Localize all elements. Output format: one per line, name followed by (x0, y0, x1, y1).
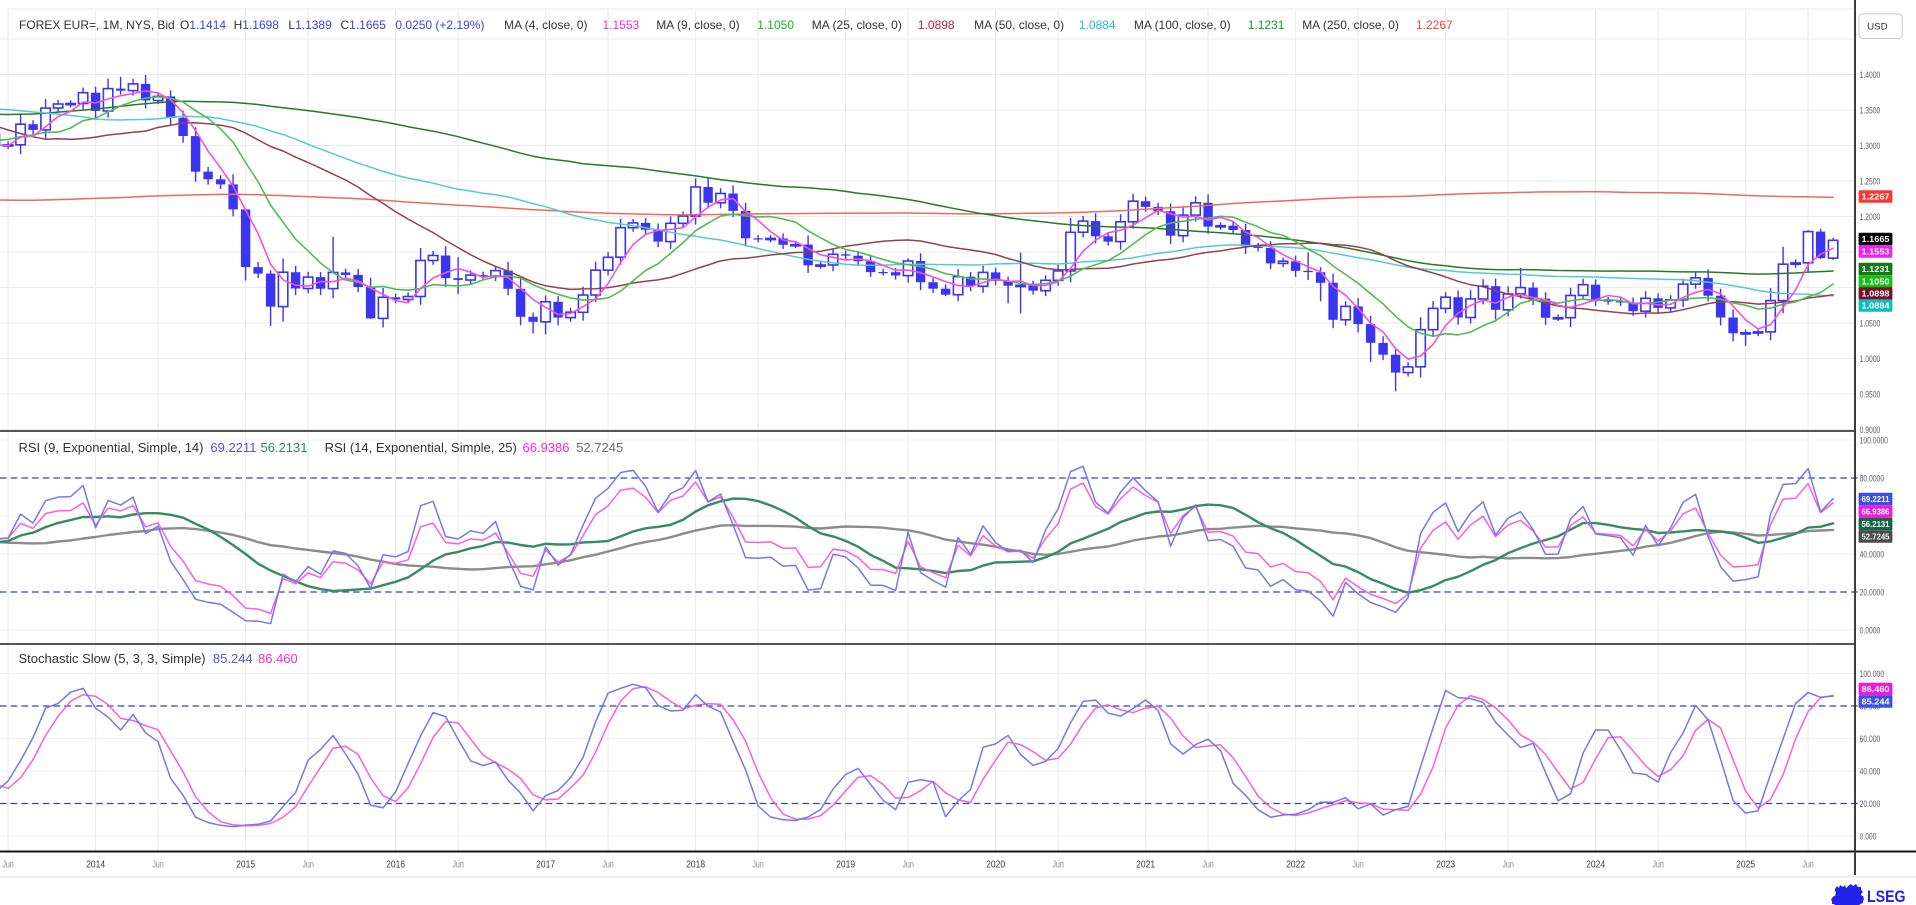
svg-text:MA (25, close, 0): MA (25, close, 0) (812, 18, 902, 32)
svg-text:86.460: 86.460 (1862, 684, 1890, 694)
svg-text:2017: 2017 (536, 860, 555, 871)
svg-text:56.2131: 56.2131 (1862, 519, 1890, 529)
svg-text:MA (50, close, 0): MA (50, close, 0) (974, 18, 1064, 32)
svg-text:FOREX EUR=, 1M, NYS, Bid: FOREX EUR=, 1M, NYS, Bid (19, 18, 175, 32)
svg-text:1.1231: 1.1231 (1248, 18, 1285, 32)
svg-text:RSI (14, Exponential, Simple,: RSI (14, Exponential, Simple, 25) (325, 440, 517, 455)
svg-text:Jun: Jun (1202, 860, 1214, 871)
svg-text:MA (250, close, 0): MA (250, close, 0) (1302, 18, 1399, 32)
svg-text:1.2500: 1.2500 (1860, 176, 1881, 186)
svg-text:1.0898: 1.0898 (1862, 289, 1890, 299)
svg-text:40.000: 40.000 (1860, 766, 1881, 776)
svg-text:40.0000: 40.0000 (1860, 549, 1885, 559)
svg-text:1.0898: 1.0898 (918, 18, 955, 32)
svg-text:60.000: 60.000 (1860, 734, 1881, 744)
svg-text:1.0000: 1.0000 (1860, 354, 1881, 364)
svg-text:LSEG: LSEG (1867, 887, 1906, 905)
svg-text:H1.1698: H1.1698 (234, 18, 280, 32)
svg-text:0.0000: 0.0000 (1860, 625, 1881, 635)
svg-text:Jun: Jun (152, 860, 164, 871)
svg-text:86.460: 86.460 (258, 651, 298, 666)
svg-text:1.2000: 1.2000 (1860, 212, 1881, 222)
svg-text:0.0250 (+2.19%): 0.0250 (+2.19%) (395, 18, 484, 32)
svg-text:0.9000: 0.9000 (1860, 425, 1881, 435)
svg-text:1.3500: 1.3500 (1860, 105, 1881, 115)
svg-text:1.2267: 1.2267 (1416, 18, 1453, 32)
svg-text:Jun: Jun (1802, 860, 1814, 871)
svg-text:52.7245: 52.7245 (1862, 532, 1890, 542)
svg-text:2018: 2018 (686, 860, 705, 871)
svg-text:1.1553: 1.1553 (1862, 247, 1890, 257)
svg-text:20.0000: 20.0000 (1860, 587, 1885, 597)
svg-text:69.2211: 69.2211 (210, 440, 256, 455)
svg-text:L1.1389: L1.1389 (288, 18, 332, 32)
svg-text:1.1050: 1.1050 (1862, 277, 1890, 287)
svg-text:1.3000: 1.3000 (1860, 141, 1881, 151)
svg-text:2024: 2024 (1586, 860, 1605, 871)
svg-text:2021: 2021 (1136, 860, 1155, 871)
svg-text:100.000: 100.000 (1860, 669, 1885, 679)
svg-text:0.000: 0.000 (1860, 831, 1877, 841)
svg-text:1.0500: 1.0500 (1860, 318, 1881, 328)
svg-text:Jun: Jun (302, 860, 314, 871)
svg-text:52.7245: 52.7245 (576, 440, 623, 455)
svg-text:2014: 2014 (86, 860, 105, 871)
svg-text:Jun: Jun (1052, 860, 1064, 871)
svg-text:Stochastic Slow (5, 3, 3, Simp: Stochastic Slow (5, 3, 3, Simple) (19, 651, 206, 666)
svg-text:1.1231: 1.1231 (1862, 264, 1890, 274)
svg-text:2015: 2015 (236, 860, 255, 871)
svg-text:80.0000: 80.0000 (1860, 473, 1885, 483)
svg-text:Jun: Jun (452, 860, 464, 871)
svg-text:USD: USD (1867, 22, 1888, 33)
svg-text:C1.1665: C1.1665 (341, 18, 387, 32)
svg-text:2022: 2022 (1286, 860, 1305, 871)
svg-text:1.1553: 1.1553 (603, 18, 640, 32)
svg-text:1.4000: 1.4000 (1860, 70, 1881, 80)
svg-text:2025: 2025 (1736, 860, 1755, 871)
svg-text:MA (4, close, 0): MA (4, close, 0) (504, 18, 587, 32)
svg-text:O1.1414: O1.1414 (180, 18, 226, 32)
svg-text:66.9386: 66.9386 (523, 440, 570, 455)
svg-text:20.000: 20.000 (1860, 799, 1881, 809)
svg-text:MA (9, close, 0): MA (9, close, 0) (656, 18, 739, 32)
svg-text:1.2267: 1.2267 (1862, 192, 1890, 202)
svg-text:MA (100, close, 0): MA (100, close, 0) (1134, 18, 1231, 32)
svg-text:Jun: Jun (1652, 860, 1664, 871)
svg-text:0.9500: 0.9500 (1860, 389, 1881, 399)
svg-text:1.0884: 1.0884 (1862, 301, 1890, 311)
svg-text:1.1050: 1.1050 (757, 18, 794, 32)
svg-text:RSI (9, Exponential, Simple, 1: RSI (9, Exponential, Simple, 14) (19, 440, 204, 455)
svg-text:Jun: Jun (602, 860, 614, 871)
svg-text:Jun: Jun (2, 860, 14, 871)
svg-text:85.244: 85.244 (1862, 697, 1890, 707)
svg-text:85.244: 85.244 (213, 651, 253, 666)
svg-text:69.2211: 69.2211 (1862, 494, 1890, 504)
svg-text:Jun: Jun (902, 860, 914, 871)
svg-text:56.2131: 56.2131 (261, 440, 308, 455)
svg-text:Jun: Jun (1352, 860, 1364, 871)
svg-text:1.1665: 1.1665 (1862, 234, 1890, 244)
svg-text:2023: 2023 (1436, 860, 1455, 871)
svg-text:2020: 2020 (986, 860, 1005, 871)
svg-text:100.0000: 100.0000 (1860, 435, 1888, 445)
svg-text:Jun: Jun (752, 860, 764, 871)
svg-text:1.0884: 1.0884 (1079, 18, 1116, 32)
svg-text:Jun: Jun (1502, 860, 1514, 871)
svg-text:66.9386: 66.9386 (1862, 507, 1890, 517)
svg-text:2016: 2016 (386, 860, 405, 871)
svg-text:2019: 2019 (836, 860, 855, 871)
